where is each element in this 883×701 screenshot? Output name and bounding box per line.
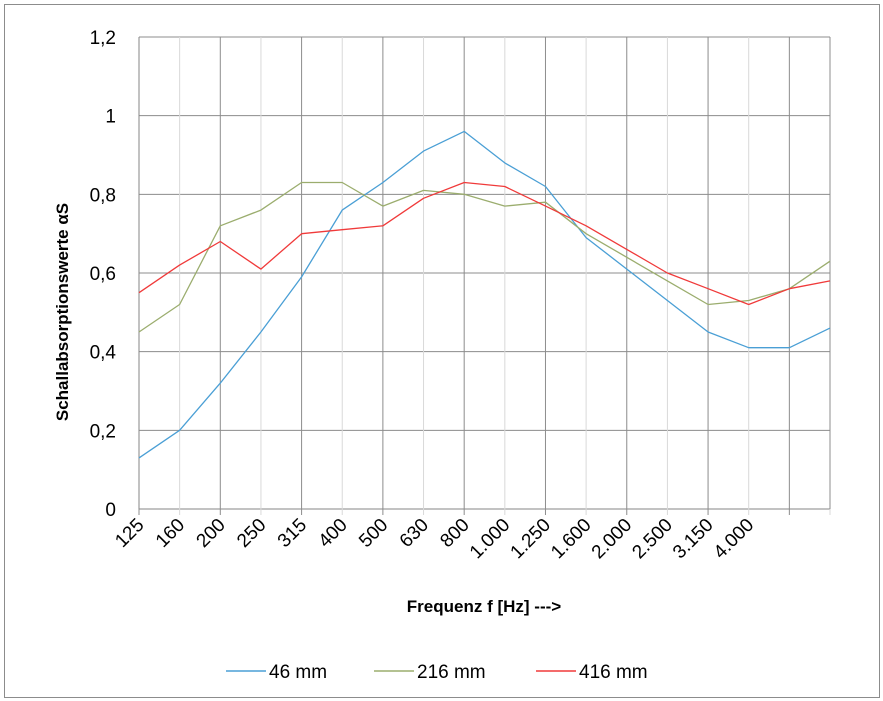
y-tick-label: 1,2 [90, 28, 116, 49]
x-tick-label: 400 [315, 515, 352, 552]
y-tick-label: 0 [105, 500, 116, 521]
series-layer [138, 130, 831, 459]
x-tick-label: 1.250 [507, 515, 555, 563]
chart-frame [4, 4, 880, 698]
y-tick-label: 0,2 [90, 421, 116, 442]
y-tick-label: 1 [105, 107, 116, 128]
series-line-2 [138, 181, 831, 333]
x-tick-label: 125 [111, 515, 148, 552]
x-tick-label: 160 [152, 515, 189, 552]
x-tick-label: 1.600 [547, 515, 595, 563]
x-tick-label: 630 [396, 515, 433, 552]
series-line-3 [138, 181, 831, 306]
y-tick-label: 0,6 [90, 264, 116, 285]
y-axis-title: Schallabsorptionswerte αS [53, 203, 72, 421]
x-tick-label: 3.150 [669, 515, 717, 563]
legend-label-3: 416 mm [579, 662, 648, 683]
x-tick-label: 1.000 [466, 515, 514, 563]
x-tick-label: 2.500 [628, 515, 676, 563]
x-axis-title: Frequenz f [Hz] ---> [407, 597, 561, 616]
x-tick-label: 250 [233, 515, 270, 552]
legend-label-1: 46 mm [269, 662, 327, 683]
x-tick-label: 2.000 [588, 515, 636, 563]
grid-layer [138, 36, 831, 515]
series-line-1 [138, 130, 831, 459]
x-tick-label: 200 [193, 515, 230, 552]
legend-label-2: 216 mm [417, 662, 486, 683]
y-tick-labels: 0 0,2 0,4 0,6 0,8 1 1,2 [90, 28, 117, 521]
x-tick-label: 500 [355, 515, 392, 552]
x-tick-label: 4.000 [710, 515, 758, 563]
y-tick-label: 0,4 [90, 343, 117, 364]
legend: 46 mm 216 mm 416 mm [226, 662, 648, 683]
x-tick-labels: 125 160 200 250 315 400 500 630 8001.0001.2501.6… [111, 515, 758, 563]
x-tick-label: 315 [274, 515, 311, 552]
y-tick-label: 0,8 [90, 185, 116, 206]
